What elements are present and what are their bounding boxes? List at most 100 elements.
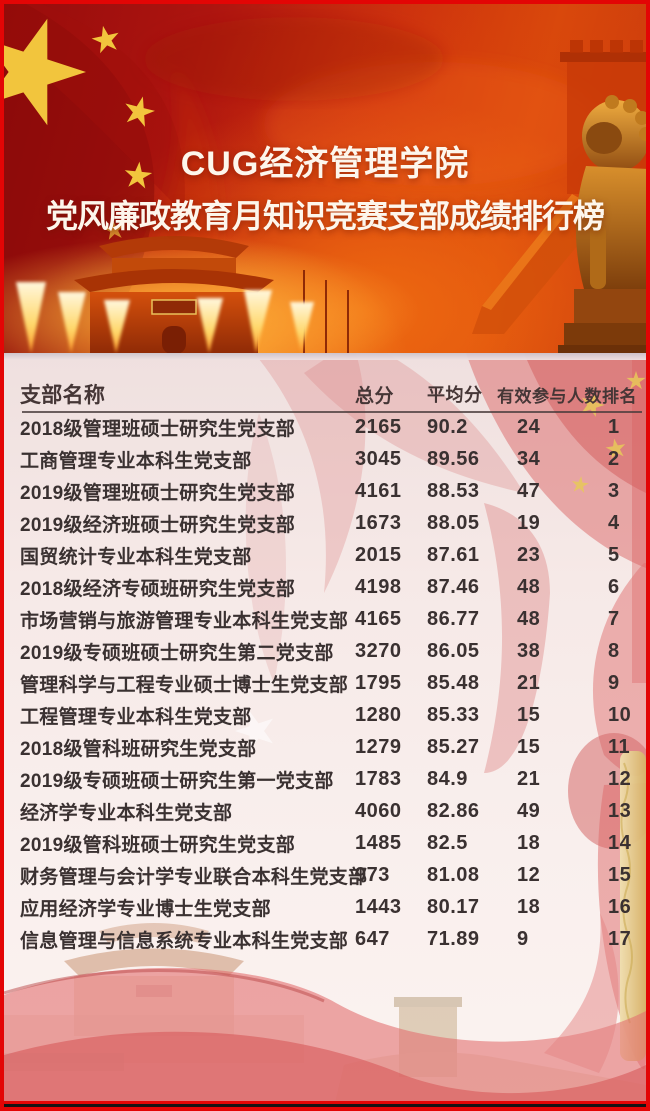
banner-artwork bbox=[4, 4, 646, 353]
total-score-cell: 3045 bbox=[355, 447, 402, 470]
bottom-red-swooshes bbox=[4, 913, 646, 1107]
average-score-cell: 87.61 bbox=[427, 543, 480, 566]
col-header-average-score: 平均分 bbox=[427, 385, 483, 405]
table-row: 经济学专业本科生党支部 4060 82.86 49 13 bbox=[4, 795, 646, 827]
total-score-cell: 973 bbox=[355, 863, 390, 886]
col-header-rank: 排名 bbox=[602, 386, 637, 406]
rank-cell: 1 bbox=[608, 415, 620, 438]
col-header-total-score: 总分 bbox=[355, 385, 395, 407]
average-score-cell: 88.05 bbox=[427, 511, 480, 534]
table-row: 管理科学与工程专业硕士博士生党支部 1795 85.48 21 9 bbox=[4, 667, 646, 699]
participants-cell: 21 bbox=[517, 767, 541, 790]
table-row: 2018级管科班研究生党支部 1279 85.27 15 11 bbox=[4, 731, 646, 763]
participants-cell: 15 bbox=[517, 735, 541, 758]
participants-cell: 34 bbox=[517, 447, 541, 470]
table-row: 市场营销与旅游管理专业本科生党支部 4165 86.77 48 7 bbox=[4, 603, 646, 635]
wall-rampart-edge bbox=[482, 194, 579, 310]
participants-cell: 38 bbox=[517, 639, 541, 662]
participants-cell: 49 bbox=[517, 799, 541, 822]
table-row: 工程管理专业本科生党支部 1280 85.33 15 10 bbox=[4, 699, 646, 731]
total-score-cell: 647 bbox=[355, 927, 390, 950]
total-score-cell: 1783 bbox=[355, 767, 402, 790]
rank-cell: 12 bbox=[608, 767, 632, 790]
rank-cell: 11 bbox=[608, 735, 631, 758]
average-score-cell: 71.89 bbox=[427, 927, 480, 950]
participants-cell: 15 bbox=[517, 703, 541, 726]
branch-name-cell: 管理科学与工程专业硕士博士生党支部 bbox=[20, 674, 349, 696]
poster-title-line1: CUG经济管理学院 bbox=[180, 145, 470, 183]
rank-cell: 6 bbox=[608, 575, 620, 598]
participants-cell: 24 bbox=[517, 415, 541, 438]
branch-name-cell: 工商管理专业本科生党支部 bbox=[20, 450, 252, 472]
col-header-participants: 有效参与人数 bbox=[497, 386, 602, 406]
bottom-black-bar bbox=[4, 1101, 646, 1107]
average-score-cell: 90.2 bbox=[427, 415, 468, 438]
rank-cell: 8 bbox=[608, 639, 620, 662]
total-score-cell: 1795 bbox=[355, 671, 402, 694]
participants-cell: 9 bbox=[517, 927, 529, 950]
participants-cell: 48 bbox=[517, 575, 541, 598]
table-background-art bbox=[4, 353, 646, 1107]
average-score-cell: 82.5 bbox=[427, 831, 468, 854]
ranking-section: 支部名称 总分 平均分 有效参与人数 排名 2018级管理班硕士研究生党支部 21… bbox=[4, 353, 646, 1107]
table-row: 2019级经济班硕士研究生党支部 1673 88.05 19 4 bbox=[4, 507, 646, 539]
rank-cell: 13 bbox=[608, 799, 632, 822]
wall-rampart bbox=[472, 194, 607, 334]
table-row: 应用经济学专业博士生党支部 1443 80.17 18 16 bbox=[4, 891, 646, 923]
branch-name-cell: 信息管理与信息系统专业本科生党支部 bbox=[20, 930, 349, 952]
total-score-cell: 1279 bbox=[355, 735, 402, 758]
header-divider-line bbox=[22, 411, 642, 413]
participants-cell: 18 bbox=[517, 895, 541, 918]
participants-cell: 19 bbox=[517, 511, 541, 534]
average-score-cell: 85.27 bbox=[427, 735, 480, 758]
total-score-cell: 4060 bbox=[355, 799, 402, 822]
total-score-cell: 1485 bbox=[355, 831, 402, 854]
fountain-sprays bbox=[16, 282, 314, 353]
rank-cell: 10 bbox=[608, 703, 632, 726]
col-header-branch-name: 支部名称 bbox=[20, 384, 106, 407]
participants-cell: 47 bbox=[517, 479, 541, 502]
dark-cloud bbox=[144, 17, 444, 101]
branch-name-cell: 市场营销与旅游管理专业本科生党支部 bbox=[20, 610, 349, 632]
stone-lion-statue bbox=[558, 95, 646, 353]
table-row: 信息管理与信息系统专业本科生党支部 647 71.89 9 17 bbox=[4, 923, 646, 955]
average-score-cell: 86.05 bbox=[427, 639, 480, 662]
faded-ribbon-shapes bbox=[245, 353, 646, 777]
branch-name-cell: 工程管理专业本科生党支部 bbox=[20, 706, 252, 728]
total-score-cell: 1673 bbox=[355, 511, 402, 534]
table-body: 2018级管理班硕士研究生党支部 2165 90.2 24 1 工商管理专业本科生党支部 3… bbox=[4, 411, 646, 955]
table-row: 2019级管理班硕士研究生党支部 4161 88.53 47 3 bbox=[4, 475, 646, 507]
branch-name-cell: 2018级管科班研究生党支部 bbox=[20, 738, 257, 760]
table-row: 2018级管理班硕士研究生党支部 2165 90.2 24 1 bbox=[4, 411, 646, 443]
branch-name-cell: 经济学专业本科生党支部 bbox=[20, 802, 233, 824]
gold-wall-strip bbox=[620, 751, 646, 1061]
branch-name-cell: 2019级专硕班硕士研究生第二党支部 bbox=[20, 642, 334, 664]
average-score-cell: 89.56 bbox=[427, 447, 480, 470]
table-row: 2018级经济专硕班研究生党支部 4198 87.46 48 6 bbox=[4, 571, 646, 603]
participants-cell: 12 bbox=[517, 863, 541, 886]
table-row: 2019级专硕班硕士研究生第一党支部 1783 84.9 21 12 bbox=[4, 763, 646, 795]
rank-cell: 4 bbox=[608, 511, 620, 534]
ranking-table: 支部名称 总分 平均分 有效参与人数 排名 2018级管理班硕士研究生党支部 21… bbox=[4, 353, 646, 955]
rank-cell: 9 bbox=[608, 671, 620, 694]
rank-cell: 15 bbox=[608, 863, 632, 886]
table-row: 2019级管科班硕士研究生党支部 1485 82.5 18 14 bbox=[4, 827, 646, 859]
great-wall-and-lion bbox=[472, 40, 646, 353]
banner: CUG经济管理学院 党风廉政教育月知识竞赛支部成绩排行榜 bbox=[4, 4, 646, 353]
average-score-cell: 81.08 bbox=[427, 863, 480, 886]
participants-cell: 18 bbox=[517, 831, 541, 854]
average-score-cell: 88.53 bbox=[427, 479, 480, 502]
average-score-cell: 85.48 bbox=[427, 671, 480, 694]
tiananmen-silhouette bbox=[4, 236, 419, 353]
total-score-cell: 2165 bbox=[355, 415, 402, 438]
rank-cell: 2 bbox=[608, 447, 620, 470]
rank-cell: 3 bbox=[608, 479, 620, 502]
poster-title-line2: 党风廉政教育月知识竞赛支部成绩排行榜 bbox=[45, 198, 605, 234]
rank-cell: 5 bbox=[608, 543, 620, 566]
rank-cell: 7 bbox=[608, 607, 620, 630]
average-score-cell: 86.77 bbox=[427, 607, 480, 630]
branch-name-cell: 2019级管理班硕士研究生党支部 bbox=[20, 482, 296, 504]
rank-cell: 17 bbox=[608, 927, 632, 950]
table-row: 工商管理专业本科生党支部 3045 89.56 34 2 bbox=[4, 443, 646, 475]
